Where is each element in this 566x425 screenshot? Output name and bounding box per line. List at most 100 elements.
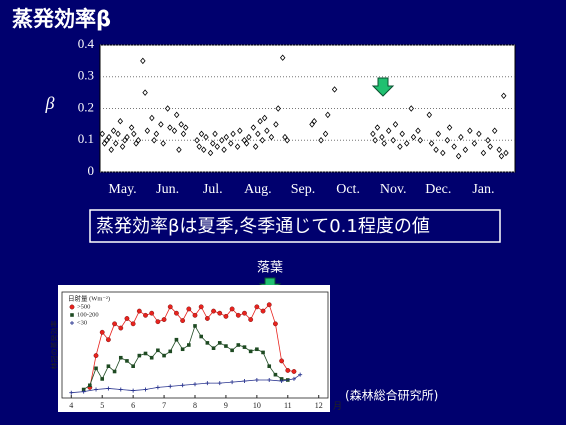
x-tick-label: 8 [193, 401, 197, 410]
point [186, 306, 192, 312]
point [266, 302, 272, 308]
point [229, 306, 235, 312]
point [410, 133, 417, 141]
point [112, 321, 117, 327]
series-line [71, 374, 301, 394]
point [291, 376, 296, 381]
point [273, 121, 279, 128]
x-tick-label: May. [108, 182, 136, 197]
point [164, 105, 171, 112]
point [279, 379, 284, 384]
point [210, 140, 216, 147]
point [106, 364, 111, 368]
point [480, 149, 487, 157]
point [118, 325, 124, 331]
point [458, 133, 464, 141]
point [242, 345, 247, 349]
point [168, 349, 173, 354]
y-tick-label: 0.3 [78, 68, 94, 83]
y-tick-label: 0.2 [78, 99, 94, 114]
point [69, 390, 74, 395]
point [496, 146, 502, 153]
point [130, 321, 136, 327]
point [156, 348, 160, 353]
x-tick-label: Sep. [291, 182, 316, 197]
point [144, 127, 151, 134]
summary-box [89, 209, 501, 243]
point [205, 341, 210, 345]
point [205, 381, 210, 386]
point [428, 140, 435, 147]
point [476, 130, 482, 138]
point [101, 140, 108, 147]
y-tick-label: 0.4 [78, 36, 95, 51]
x-tick-label: Dec. [425, 182, 451, 197]
x-tick-label: Jul. [203, 182, 223, 197]
point [268, 133, 275, 141]
point [99, 329, 105, 335]
point [331, 86, 338, 93]
point [105, 337, 111, 343]
legend-label: <30 [77, 319, 87, 326]
point [487, 143, 493, 150]
summary: 蒸発効率βは夏季,冬季通じて0.1程度の値 [96, 216, 430, 237]
point [176, 146, 182, 153]
point [143, 387, 148, 392]
point [193, 324, 197, 328]
point [207, 149, 214, 157]
point [118, 355, 123, 360]
x-axis-label: 月 [333, 401, 342, 411]
point [455, 152, 462, 160]
point [260, 308, 266, 314]
point [151, 137, 157, 144]
point [106, 386, 111, 391]
point [485, 137, 491, 144]
x-tick-label: 4 [69, 401, 73, 410]
x-tick-label: 7 [162, 401, 166, 410]
point [267, 364, 272, 368]
point [142, 89, 148, 96]
point [167, 124, 173, 131]
point [254, 304, 260, 310]
point [199, 334, 203, 339]
y-axis-label: β [45, 93, 55, 113]
point [149, 355, 154, 360]
point [155, 319, 161, 325]
point [158, 121, 164, 128]
point [230, 380, 235, 385]
point [309, 121, 315, 128]
y-tick-label: 0 [88, 163, 95, 178]
point [149, 310, 155, 316]
series-line [89, 303, 295, 388]
point [223, 313, 229, 319]
point [178, 121, 184, 128]
point [471, 140, 478, 147]
point [217, 310, 223, 316]
point [194, 137, 200, 144]
point [500, 92, 507, 100]
point [267, 377, 272, 382]
point [214, 143, 221, 150]
x-tick-label: 11 [284, 401, 292, 410]
point [204, 316, 210, 321]
point [379, 133, 385, 141]
point [390, 137, 396, 144]
annotation: 落葉 [370, 61, 396, 76]
point [275, 105, 281, 112]
point [242, 379, 247, 384]
point [370, 130, 376, 138]
point [374, 124, 381, 131]
point [212, 130, 218, 138]
legend-label: >500 [77, 303, 90, 310]
point [433, 146, 439, 153]
point [285, 368, 291, 373]
point [223, 133, 230, 141]
point [230, 130, 236, 138]
point [444, 137, 451, 144]
point [149, 114, 155, 122]
point [224, 344, 228, 348]
point [161, 317, 167, 322]
point [264, 127, 270, 134]
x-tick-label: Jun. [156, 182, 179, 197]
point [259, 137, 266, 144]
